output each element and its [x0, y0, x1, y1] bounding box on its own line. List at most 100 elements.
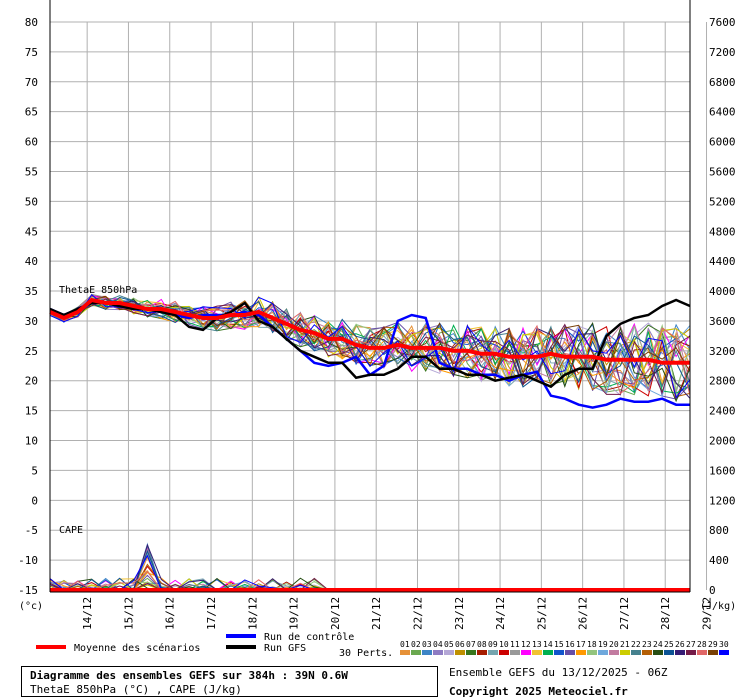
member-legend-swatch	[411, 650, 421, 655]
ensemble-run-info: Ensemble GEFS du 13/12/2025 - 06Z	[449, 666, 668, 679]
main-lines	[49, 297, 691, 592]
member-legend-swatch	[675, 650, 685, 655]
member-legend-swatch	[587, 650, 597, 655]
y-right-tick-label: 800	[709, 524, 729, 537]
x-tick-label: 18/12	[246, 597, 259, 630]
y-right-tick-label: 0	[709, 584, 716, 597]
member-legend-label: 27	[686, 640, 696, 649]
member-legend-label: 02	[411, 640, 421, 649]
y-left-tick-label: 45	[25, 225, 38, 238]
copyright: Copyright 2025 Meteociel.fr	[449, 685, 628, 698]
y-left-tick-label: 10	[25, 435, 38, 448]
y-right-tick-label: 2400	[709, 405, 736, 418]
x-tick-label: 20/12	[329, 597, 342, 630]
member-legend-label: 21	[620, 640, 630, 649]
y-left-tick-label: -15	[18, 584, 38, 597]
member-legend-label: 07	[466, 640, 476, 649]
member-legend-label: 09	[488, 640, 498, 649]
y-left-tick-label: 35	[25, 285, 38, 298]
legend-mean-label: Moyenne des scénarios	[74, 642, 200, 654]
x-tick-label: 26/12	[577, 597, 590, 630]
member-legend-swatch	[620, 650, 630, 655]
member-legend: 01 02 03 04 05 06 07 08 09 10 11 12 13 14 15 16 17 18 19 20…	[400, 640, 729, 655]
member-legend-swatch	[664, 650, 674, 655]
member-legend-swatch	[433, 650, 443, 655]
y-right-tick-label: 4000	[709, 285, 736, 298]
member-legend-label: 30	[719, 640, 729, 649]
y-right-tick-label: 5600	[709, 165, 736, 178]
member-legend-swatch	[499, 650, 509, 655]
member-legend-swatch	[653, 650, 663, 655]
x-tick-label: 16/12	[164, 597, 177, 630]
member-legend-label: 11	[510, 640, 520, 649]
cape-member-lines	[49, 542, 690, 591]
y-right-tick-label: 3200	[709, 345, 736, 358]
mean-line	[49, 297, 690, 365]
member-legend-swatch	[708, 650, 718, 655]
chart-title-box: Diagramme des ensembles GEFS sur 384h : …	[21, 666, 438, 697]
y-right-tick-label: 6400	[709, 106, 736, 119]
member-legend-swatch	[631, 650, 641, 655]
member-legend-label: 19	[598, 640, 608, 649]
member-legend-swatch	[422, 650, 432, 655]
member-legend-label: 24	[653, 640, 663, 649]
y-right-tick-label: 6800	[709, 76, 736, 89]
member-legend-label: 28	[697, 640, 707, 649]
member-legend-swatch	[477, 650, 487, 655]
member-legend-swatch	[466, 650, 476, 655]
member-legend-label: 08	[477, 640, 487, 649]
y-right-tick-label: 4400	[709, 255, 736, 268]
member-legend-swatch	[719, 650, 729, 655]
legend: Moyenne des scénarios Run de contrôle Ru…	[36, 631, 729, 659]
grid	[50, 21, 708, 591]
y-right-tick-label: 3600	[709, 315, 736, 328]
y-right-tick-label: 2000	[709, 435, 736, 448]
x-tick-label: 19/12	[288, 597, 301, 630]
chart-subtitle: ThetaE 850hPa (°C) , CAPE (J/kg)	[30, 683, 242, 696]
member-legend-label: 03	[422, 640, 432, 649]
member-legend-label: 25	[664, 640, 674, 649]
member-legend-label: 05	[444, 640, 454, 649]
member-legend-label: 10	[499, 640, 509, 649]
x-tick-label: 17/12	[205, 597, 218, 630]
x-tick-label: 22/12	[411, 597, 424, 630]
y-left-tick-label: 60	[25, 136, 38, 149]
cape-member-line	[49, 565, 690, 591]
member-legend-swatch	[554, 650, 564, 655]
y-left-tick-label: 75	[25, 46, 38, 59]
x-tick-label: 21/12	[370, 597, 383, 630]
y-left-tick-label: -10	[18, 554, 38, 567]
axes	[49, 0, 691, 593]
y-right-tick-label: 7200	[709, 46, 736, 59]
member-legend-swatch	[444, 650, 454, 655]
member-legend-label: 22	[631, 640, 641, 649]
member-legend-swatch	[565, 650, 575, 655]
legend-gfs-label: Run GFS	[264, 643, 306, 654]
y-left-tick-label: 65	[25, 106, 38, 119]
x-tick-label: 27/12	[618, 597, 631, 630]
member-legend-swatch	[400, 650, 410, 655]
y-right-unit: (J/kg)	[700, 601, 736, 612]
y-right-tick-label: 7600	[709, 16, 736, 29]
y-left-tick-label: 55	[25, 165, 38, 178]
y-right-tick-label: 1600	[709, 464, 736, 477]
y-left-tick-label: -5	[25, 524, 38, 537]
x-tick-label: 29/12	[701, 597, 714, 630]
member-legend-label: 13	[532, 640, 542, 649]
member-legend-label: 16	[565, 640, 575, 649]
member-legend-swatch	[488, 650, 498, 655]
x-tick-label: 25/12	[535, 597, 548, 630]
y-right-tick-label: 6000	[709, 136, 736, 149]
member-legend-swatch	[642, 650, 652, 655]
y-left-tick-label: 30	[25, 315, 38, 328]
x-tick-label: 24/12	[494, 597, 507, 630]
y-right-tick-label: 2800	[709, 375, 736, 388]
member-legend-swatch	[543, 650, 553, 655]
member-legend-label: 12	[521, 640, 531, 649]
y-left-tick-label: 0	[31, 494, 38, 507]
member-legend-label: 17	[576, 640, 586, 649]
x-tick-label: 15/12	[122, 597, 135, 630]
member-legend-label: 18	[587, 640, 597, 649]
y-left-tick-label: 20	[25, 375, 38, 388]
